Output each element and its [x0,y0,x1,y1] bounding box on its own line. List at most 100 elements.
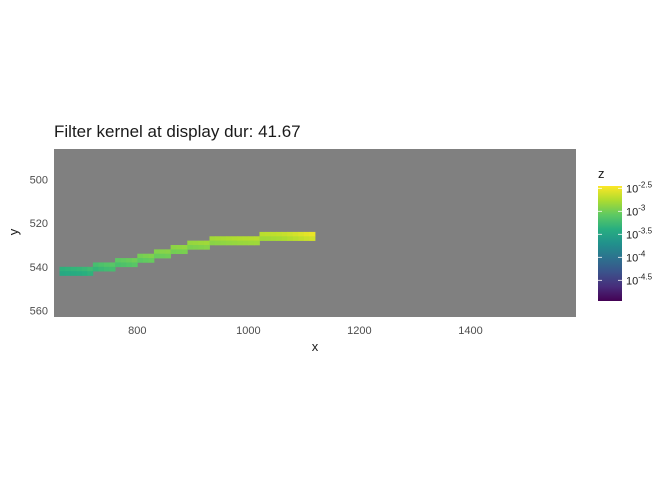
heatmap-tile [292,236,299,241]
heatmap-tile [159,249,166,255]
heatmap-tile [187,240,194,246]
heatmap-tile [203,245,210,250]
heatmap-tile [253,240,260,246]
heatmap-tile [265,236,271,241]
heatmap-tile [209,240,216,246]
heatmap-tiles [59,231,316,276]
heatmap-tile [209,236,216,241]
heatmap-tile [309,236,316,241]
heatmap-tile [70,266,77,272]
heatmap-tile [148,253,155,259]
heatmap-tile [148,258,155,263]
color-legend-bar [598,186,622,301]
heatmap-tile [126,258,133,263]
heatmap-tile [253,236,260,241]
heatmap-tile [259,231,266,237]
heatmap-tile [231,236,238,241]
heatmap-tile [120,258,127,263]
heatmap-tile [137,258,144,263]
heatmap-tile [287,231,294,237]
heatmap-tile [309,231,316,237]
heatmap-tile [170,245,177,250]
heatmap-tile [181,249,188,255]
heatmap-tile [87,266,94,272]
x-tick-label: 800 [128,325,146,337]
legend-title: z [598,166,605,181]
legend-tick-label: 10-4.5 [626,272,653,287]
heatmap-tile [303,236,310,241]
heatmap-tile [87,271,94,276]
y-tick-label: 560 [30,305,48,317]
heatmap-tile [215,236,221,241]
heatmap-tile [165,249,172,255]
heatmap-tile [281,231,288,237]
heatmap-tile [131,258,138,263]
heatmap-tile [226,240,233,246]
heatmap-tile [231,240,238,246]
heatmap-tile [153,253,160,259]
heatmap-tile [270,231,277,237]
heatmap-tile [142,253,149,259]
heatmap-tile [287,236,294,241]
heatmap-tile [198,245,205,250]
heatmap-tile [220,236,227,241]
heatmap-tile [98,266,105,272]
heatmap-tile [198,240,205,246]
heatmap-tile [103,266,110,272]
heatmap-tile [176,245,183,250]
heatmap-tile [81,266,88,272]
heatmap-tile [176,249,183,255]
heatmap-tile [237,236,244,241]
heatmap-tile [81,271,88,276]
color-legend-ticks: 10-2.5 10-3 10-3.5 10-4 10-4.5 [598,180,653,287]
heatmap-tile [92,266,99,272]
legend-tick-label: 10-2.5 [626,180,653,195]
heatmap-tile [242,240,249,246]
heatmap-tile [298,236,305,241]
heatmap-tile [131,262,138,268]
heatmap-tile [76,266,83,272]
chart-title: Filter kernel at display dur: 41.67 [54,122,301,141]
heatmap-tile [76,271,83,276]
heatmap-tile [59,266,66,272]
heatmap-tile [92,262,99,268]
heatmap-tile [126,262,133,268]
heatmap-tile [115,262,122,268]
heatmap-tile [292,231,299,237]
heatmap-tile [298,231,305,237]
heatmap-tile [220,240,227,246]
legend-tick-label: 10-3 [626,203,646,218]
heatmap-tile [103,262,110,268]
heatmap-tile [187,245,194,250]
heatmap-tile [248,236,255,241]
heatmap-tile [181,245,188,250]
heatmap-tile [137,253,144,259]
x-tick-label: 1400 [458,325,482,337]
heatmap-tile [65,266,72,272]
heatmap-tile [276,236,283,241]
heatmap-tile [165,253,172,259]
y-tick-label: 540 [30,262,48,274]
heatmap-tile [248,240,255,246]
y-tick-label: 500 [30,175,48,187]
heatmap-tile [259,236,266,241]
heatmap-tile [65,271,72,276]
x-tick-label: 1000 [236,325,260,337]
heatmap-tile [265,231,271,237]
heatmap-tile [120,262,127,268]
heatmap-tile [170,249,177,255]
heatmap-tile [270,236,277,241]
heatmap-tile [281,236,288,241]
heatmap-tile [226,236,233,241]
heatmap-tile [192,245,199,250]
heatmap-tile [303,231,310,237]
heatmap-tile [98,262,105,268]
heatmap-tile [215,240,221,246]
heatmap-tile [242,236,249,241]
heatmap-tile [237,240,244,246]
heatmap-tile [159,253,166,259]
x-axis-ticks: 800 1000 1200 1400 [128,325,483,337]
heatmap-tile [203,240,210,246]
heatmap-tile [153,249,160,255]
heatmap-tile [142,258,149,263]
